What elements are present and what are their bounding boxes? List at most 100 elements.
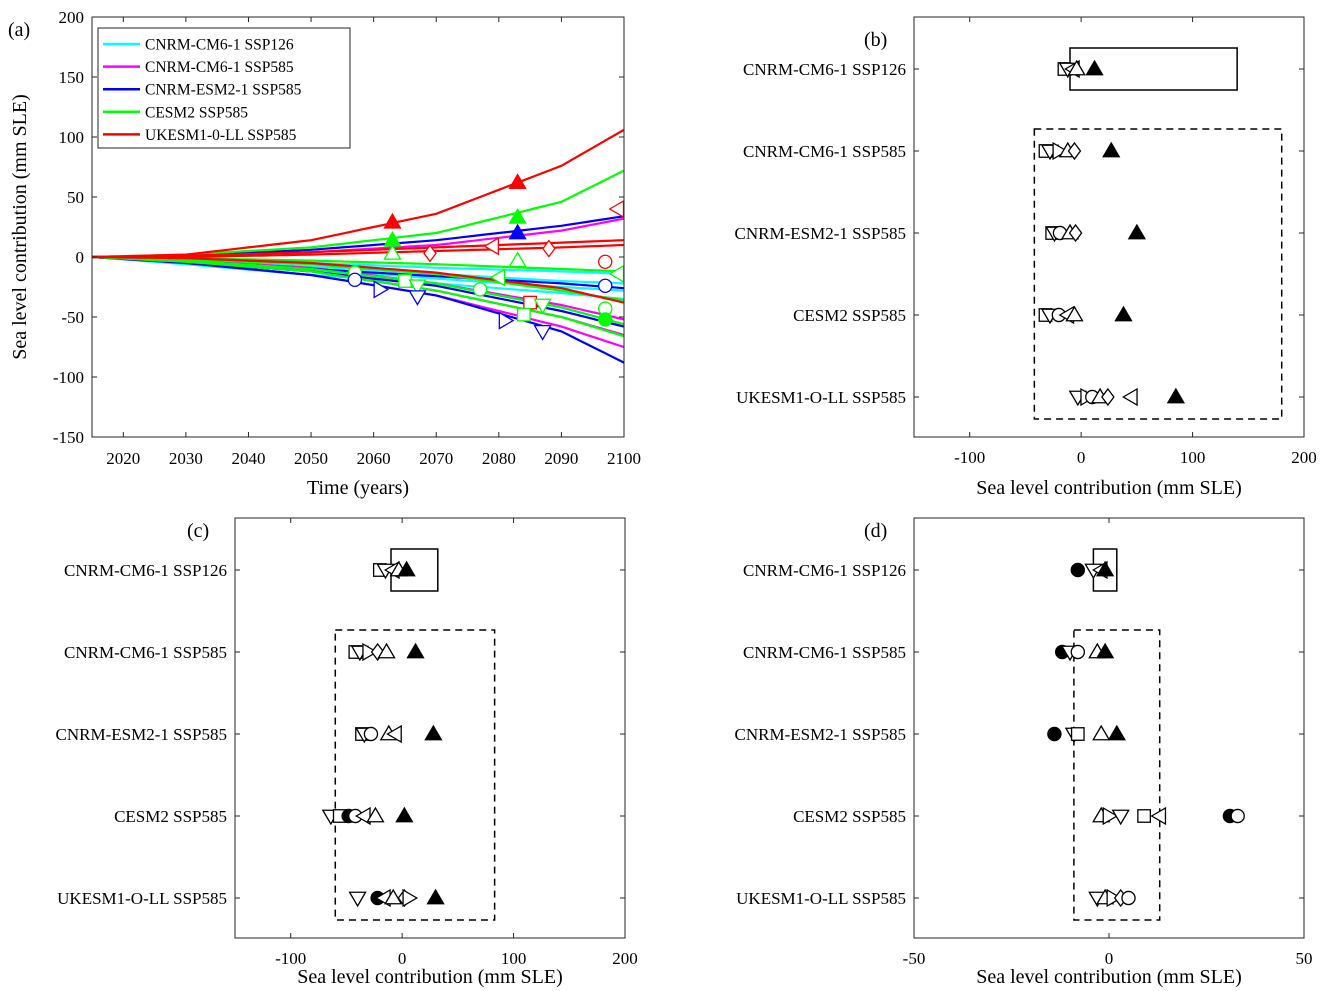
legend-entry: CNRM-ESM2-1 SSP585 (145, 82, 302, 99)
marker-triangle-down (533, 324, 552, 341)
category-label: CNRM-CM6-1 SSP126 (64, 561, 227, 580)
x-tick-label: 2100 (607, 449, 641, 468)
y-tick-label: -50 (61, 308, 84, 327)
marker-triangle-right (362, 642, 379, 662)
axes-box (91, 16, 625, 438)
y-tick-label: 100 (59, 128, 85, 147)
marker-triangle-left (1150, 806, 1167, 826)
marker-triangle-up-filled (426, 888, 445, 905)
x-tick-label: 200 (612, 949, 638, 968)
x-tick-label: -100 (275, 949, 306, 968)
category-label: CNRM-CM6-1 SSP585 (743, 142, 906, 161)
marker-triangle-down (348, 891, 367, 908)
x-tick-label: 0 (1105, 949, 1114, 968)
legend-entry: CNRM-CM6-1 SSP585 (145, 59, 294, 76)
category-label: CNRM-CM6-1 SSP585 (743, 643, 906, 662)
marker-circle-filled (598, 312, 613, 327)
marker-triangle-up (384, 888, 403, 905)
x-tick-label: 2040 (231, 449, 265, 468)
marker-triangle-up-filled (406, 642, 425, 659)
series-line (92, 255, 624, 304)
marker-triangle-down (408, 279, 427, 296)
panel-b: -100 0 100 200 CNRM-CM6-1 SSP126 CNRM-CM6-1 S… (735, 16, 1317, 499)
marker-triangle-up (383, 244, 402, 260)
marker-triangle-up-filled (397, 560, 416, 577)
legend: CNRM-CM6-1 SSP126 CNRM-CM6-1 SSP585 CNRM-E… (97, 27, 351, 149)
points (321, 560, 445, 908)
marker-triangle-up-filled (508, 208, 527, 224)
marker-diamond (1068, 223, 1083, 243)
marker-triangle-left (608, 264, 625, 283)
axes-box (913, 16, 1305, 438)
marker-triangle-up-filled (508, 223, 527, 240)
marker-triangle-up-filled (424, 724, 443, 741)
marker-triangle-up-filled (1166, 387, 1185, 404)
panel-label: (d) (864, 520, 887, 542)
marker-square (523, 295, 538, 310)
marker-triangle-up-filled (1127, 223, 1146, 240)
marker-diamond (542, 239, 556, 258)
marker-diamond (423, 244, 437, 263)
marker-circle (363, 726, 379, 742)
range-box-dashed (1073, 629, 1161, 921)
marker-triangle-up-filled (1095, 642, 1115, 659)
category-label: CNRM-ESM2-1 SSP585 (56, 725, 227, 744)
category-label: CNRM-CM6-1 SSP126 (743, 561, 906, 580)
x-tick-label: 2060 (357, 449, 391, 468)
marker-triangle-up-filled (383, 212, 402, 229)
points (1047, 560, 1245, 908)
marker-circle (598, 254, 613, 270)
x-tick-label: 2030 (169, 449, 203, 468)
marker-diamond (1067, 141, 1082, 161)
marker-circle (1230, 808, 1245, 824)
marker-triangle-up (377, 642, 396, 659)
marker-triangle-up-filled (395, 806, 414, 823)
category-label: CESM2 SSP585 (793, 306, 906, 325)
legend-entry: UKESM1-0-LL SSP585 (145, 127, 297, 144)
marker-circle (598, 278, 613, 294)
marker-triangle-right (373, 280, 390, 299)
y-tick-label: 50 (67, 188, 84, 207)
x-tick-label: 100 (1180, 448, 1206, 467)
marker-triangle-up-filled (1085, 59, 1104, 76)
category-label: CESM2 SSP585 (114, 807, 227, 826)
marker-triangle-up (1065, 305, 1084, 322)
marker-triangle-up-filled (1107, 724, 1126, 741)
category-label: UKESM1-O-LL SSP585 (57, 889, 227, 908)
markers (347, 173, 625, 341)
x-tick-label: 2070 (419, 449, 453, 468)
marker-triangle-up (366, 806, 385, 823)
y-tick-label: -100 (53, 368, 84, 387)
x-tick-label: 200 (1291, 448, 1317, 467)
marker-triangle-left (483, 237, 499, 256)
marker-triangle-right (1052, 141, 1069, 161)
x-tick-label: -50 (903, 949, 926, 968)
x-tick-label: 100 (501, 949, 527, 968)
x-tick-label: 0 (1077, 448, 1086, 467)
panel-d: -50 0 50 CNRM-CM6-1 SSP126 CNRM-CM6-1 SSP585… (735, 517, 1313, 988)
marker-square (1137, 809, 1151, 823)
marker-triangle-up (1092, 724, 1111, 741)
x-axis-label: Time (years) (307, 477, 409, 499)
marker-triangle-down (408, 290, 427, 306)
marker-circle (1121, 890, 1136, 906)
legend-entry: CNRM-CM6-1 SSP126 (145, 37, 294, 54)
marker-triangle-up-filled (1114, 305, 1133, 322)
marker-triangle-down (533, 298, 552, 315)
x-axis-label: Sea level contribution (mm SLE) (297, 966, 563, 988)
marker-diamond (1101, 387, 1115, 407)
category-label: UKESM1-O-LL SSP585 (736, 388, 906, 407)
marker-triangle-up (1067, 59, 1086, 76)
marker-triangle-left (489, 268, 506, 287)
marker-triangle-down (1111, 809, 1130, 826)
marker-circle-filled (1070, 562, 1086, 578)
x-axis-label: Sea level contribution (mm SLE) (976, 966, 1242, 988)
marker-circle (472, 282, 488, 297)
x-tick-label: 50 (1296, 949, 1313, 968)
y-tick-label: 0 (76, 248, 85, 267)
x-tick-label: 2080 (482, 449, 516, 468)
x-tick-label: 2050 (294, 449, 328, 468)
category-label: CNRM-ESM2-1 SSP585 (735, 224, 906, 243)
axes-box (234, 517, 626, 939)
